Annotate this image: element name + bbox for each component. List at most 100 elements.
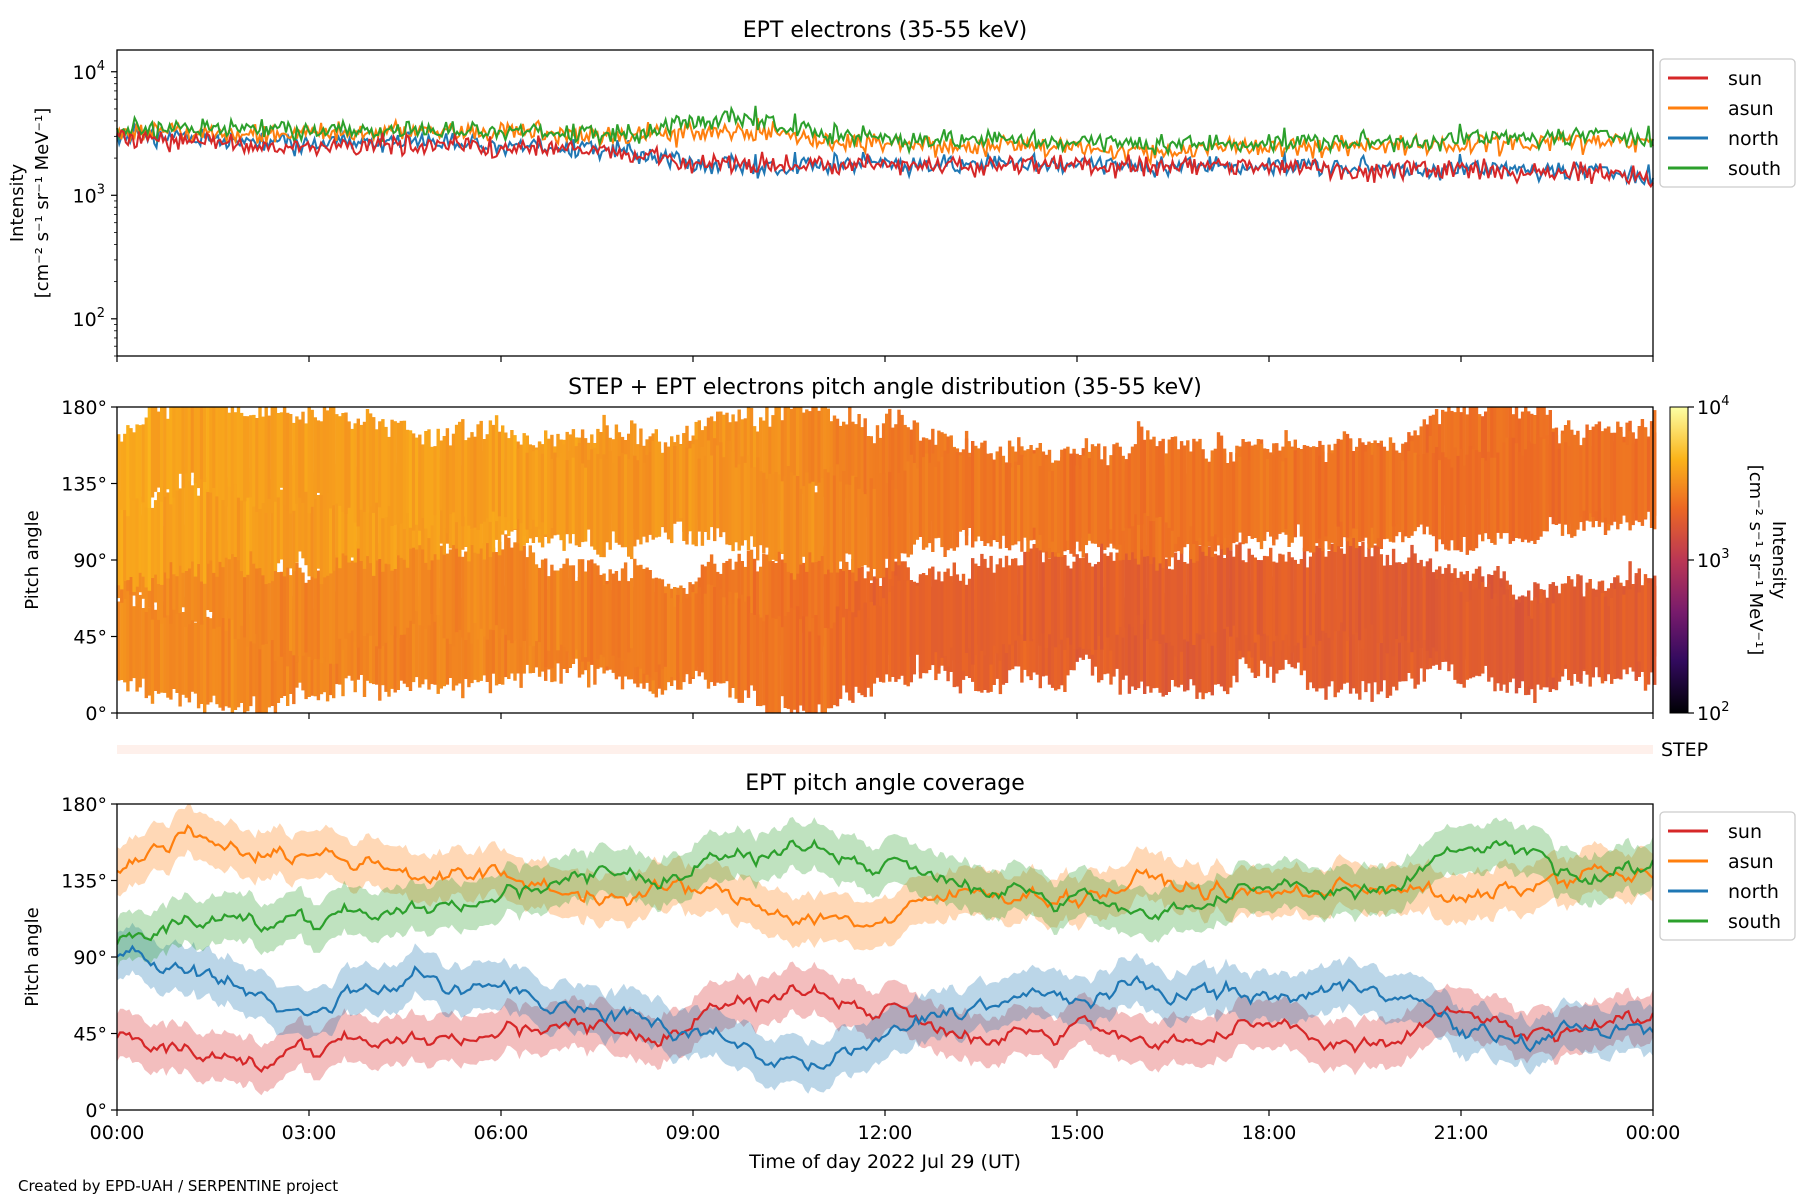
heatmap-cell — [313, 622, 317, 697]
coverage-band-asun — [117, 804, 1653, 951]
heatmap-cell — [196, 495, 201, 564]
heatmap-cell — [648, 570, 652, 678]
heatmap-cell — [181, 407, 185, 488]
heatmap-cell — [998, 558, 1003, 661]
heatmap-cell — [568, 565, 572, 653]
heatmap-cell — [1072, 561, 1076, 650]
heatmap-cell — [1146, 430, 1150, 516]
heatmap-cell — [1330, 453, 1334, 543]
heatmap-cell — [706, 584, 711, 689]
heatmap-cell — [1425, 561, 1430, 651]
heatmap-cell — [1487, 451, 1491, 540]
heatmap-cell — [580, 463, 585, 543]
heatmap-cell — [762, 472, 766, 554]
heatmap-cell — [811, 551, 815, 638]
heatmap-cell — [1136, 421, 1141, 525]
heatmap-cell — [141, 424, 145, 503]
heatmap-cell — [1161, 465, 1165, 569]
heatmap-cell — [1563, 442, 1568, 525]
heatmap-cell — [559, 452, 563, 541]
heatmap-cell — [980, 447, 984, 541]
heatmap-cell — [485, 537, 489, 640]
heatmap-cell — [178, 488, 182, 566]
heatmap-cell — [1477, 589, 1482, 677]
heatmap-cell — [808, 483, 812, 553]
heatmap-cell — [1093, 446, 1098, 544]
heatmap-cell — [282, 574, 287, 654]
heatmap-cell — [169, 407, 173, 505]
heatmap-cell — [393, 421, 397, 525]
x-tick-label: 00:00 — [1626, 1122, 1681, 1144]
heatmap-cell — [1379, 554, 1383, 643]
heatmap-cell — [737, 409, 741, 495]
heatmap-cell — [795, 606, 800, 713]
heatmap-cell — [1548, 444, 1552, 518]
heatmap-cell — [1014, 461, 1018, 545]
heatmap-cell — [752, 558, 757, 657]
heatmap-cell — [765, 614, 769, 713]
heatmap-cell — [1152, 613, 1156, 689]
heatmap-cell — [842, 471, 846, 572]
heatmap-cell — [1333, 604, 1337, 698]
heatmap-cell — [335, 414, 339, 504]
heatmap-cell — [1628, 431, 1632, 531]
heatmap-cell — [1011, 467, 1015, 546]
heatmap-cell — [725, 605, 729, 682]
heatmap-cell — [430, 611, 434, 685]
heatmap-cell — [648, 452, 652, 535]
heatmap-cell — [1321, 607, 1325, 689]
heatmap-cell — [304, 582, 308, 653]
heatmap-cell — [550, 458, 554, 528]
heatmap-cell — [1376, 601, 1380, 695]
heatmap-cell — [842, 421, 846, 499]
heatmap-cell — [971, 441, 975, 548]
heatmap-cell — [396, 422, 400, 524]
heatmap-cell — [1594, 597, 1598, 668]
heatmap-cell — [1342, 553, 1347, 632]
heatmap-cell — [1330, 610, 1334, 682]
heatmap-cell — [1050, 545, 1055, 646]
x-tick-label: 12:00 — [858, 1122, 913, 1144]
heatmap-cell — [1044, 458, 1049, 552]
heatmap-cell — [206, 616, 210, 705]
heatmap-cell — [144, 600, 148, 699]
heatmap-cell — [1499, 587, 1503, 691]
heatmap-cell — [230, 547, 235, 620]
heatmap-cell — [1315, 448, 1319, 544]
heatmap-cell — [1204, 599, 1208, 694]
heatmap-cell — [1649, 589, 1654, 673]
heatmap-cell — [313, 485, 317, 579]
heatmap-cell — [881, 423, 886, 518]
heatmap-cell — [252, 474, 256, 564]
heatmap-cell — [325, 560, 330, 662]
heatmap-cell — [1195, 551, 1199, 634]
heatmap-cell — [596, 453, 600, 555]
heatmap-cell — [362, 589, 367, 697]
heatmap-cell — [347, 465, 351, 563]
heatmap-cell — [1425, 452, 1430, 527]
heatmap-cell — [387, 463, 391, 565]
heatmap-cell — [393, 556, 397, 627]
series-line-asun — [116, 117, 1654, 167]
panel3-legend-box — [1659, 811, 1796, 941]
heatmap-cell — [682, 433, 686, 541]
heatmap-cell — [224, 407, 228, 507]
series-line-sun — [116, 129, 1654, 189]
heatmap-cell — [1265, 459, 1270, 530]
heatmap-cell — [995, 564, 999, 654]
heatmap-cell — [1416, 454, 1420, 528]
heatmap-cell — [660, 452, 665, 527]
y-tick-label: 135° — [61, 871, 107, 893]
heatmap-cell — [1143, 470, 1147, 557]
heatmap-cell — [1155, 466, 1159, 571]
heatmap-cell — [1576, 574, 1580, 680]
heatmap-cell — [1081, 455, 1085, 558]
heatmap-cell — [1355, 544, 1359, 633]
heatmap-cell — [399, 420, 403, 524]
heatmap-cell — [209, 532, 213, 612]
heatmap-cell — [1198, 600, 1202, 693]
colorbar-tick-label: 104 — [1697, 394, 1729, 419]
heatmap-cell — [1327, 551, 1331, 638]
heatmap-cell — [1490, 457, 1494, 543]
heatmap-cell — [630, 454, 634, 560]
